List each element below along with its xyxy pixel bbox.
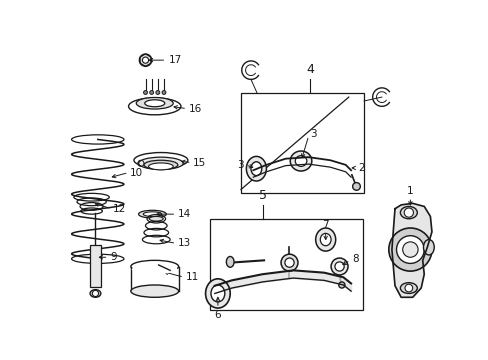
Circle shape	[92, 291, 99, 297]
Ellipse shape	[320, 233, 330, 246]
Circle shape	[139, 54, 151, 66]
Ellipse shape	[315, 228, 335, 251]
Bar	[241, 93, 364, 193]
Text: 15: 15	[193, 158, 206, 167]
Text: 11: 11	[185, 272, 199, 282]
Ellipse shape	[148, 163, 173, 170]
Text: 3: 3	[310, 129, 316, 139]
Ellipse shape	[400, 206, 416, 219]
Ellipse shape	[290, 151, 311, 171]
Ellipse shape	[210, 285, 224, 302]
Text: 6: 6	[214, 310, 221, 320]
Text: 2: 2	[357, 163, 364, 173]
Circle shape	[396, 236, 424, 264]
Text: 16: 16	[188, 104, 202, 114]
Ellipse shape	[131, 285, 178, 297]
Bar	[90, 245, 101, 287]
Text: 8: 8	[351, 254, 358, 264]
Text: 10: 10	[130, 167, 143, 177]
Circle shape	[338, 282, 344, 288]
Text: 7: 7	[322, 220, 328, 230]
Ellipse shape	[281, 254, 297, 271]
Circle shape	[149, 91, 153, 94]
Ellipse shape	[205, 279, 230, 308]
Ellipse shape	[138, 210, 166, 218]
Ellipse shape	[144, 100, 164, 107]
Text: 14: 14	[178, 209, 191, 219]
Text: 5: 5	[259, 189, 267, 202]
Text: 4: 4	[305, 63, 314, 76]
Ellipse shape	[285, 258, 293, 267]
Circle shape	[352, 183, 360, 190]
Polygon shape	[391, 203, 431, 297]
Circle shape	[156, 91, 160, 94]
Ellipse shape	[149, 216, 163, 221]
Ellipse shape	[423, 239, 433, 255]
Text: 17: 17	[168, 55, 182, 65]
Ellipse shape	[143, 160, 178, 170]
Ellipse shape	[138, 157, 183, 170]
Text: 9: 9	[110, 252, 117, 262]
Circle shape	[404, 284, 412, 292]
Ellipse shape	[143, 212, 162, 216]
Ellipse shape	[295, 156, 306, 166]
Bar	[210, 219, 362, 310]
Ellipse shape	[136, 98, 173, 109]
Circle shape	[404, 208, 413, 217]
Circle shape	[142, 57, 148, 63]
Ellipse shape	[90, 289, 101, 297]
Circle shape	[143, 91, 147, 94]
Ellipse shape	[250, 162, 261, 176]
Ellipse shape	[226, 256, 234, 267]
Ellipse shape	[246, 156, 266, 181]
Circle shape	[402, 242, 417, 257]
Text: 13: 13	[178, 238, 191, 248]
Circle shape	[388, 228, 431, 271]
Ellipse shape	[334, 262, 344, 271]
Ellipse shape	[400, 283, 416, 293]
Text: 1: 1	[406, 186, 413, 195]
Circle shape	[162, 91, 165, 94]
Text: 12: 12	[113, 204, 126, 214]
Ellipse shape	[330, 258, 347, 275]
Text: 3: 3	[237, 160, 244, 170]
